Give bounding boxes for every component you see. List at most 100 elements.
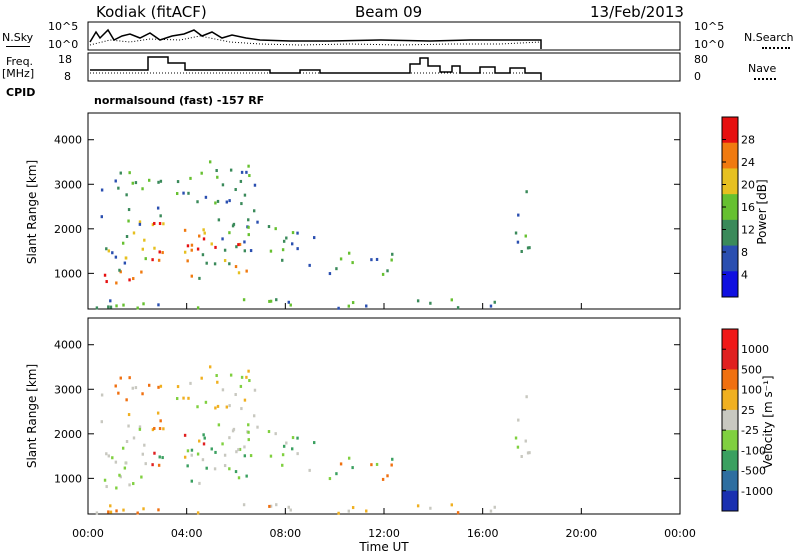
velocity-cell bbox=[248, 379, 251, 383]
velocity-cell bbox=[231, 429, 235, 433]
velocity-cell bbox=[274, 432, 277, 436]
velocity-cell bbox=[239, 384, 243, 388]
velocity-cell bbox=[210, 447, 213, 451]
velocity-cell bbox=[268, 504, 271, 508]
velocity-cell bbox=[196, 511, 200, 515]
power-cell bbox=[275, 298, 278, 302]
power-cell bbox=[289, 303, 292, 307]
velocity-cell bbox=[243, 445, 246, 449]
power-cell bbox=[159, 179, 163, 183]
power-colorbar-label: Power [dB] bbox=[755, 179, 769, 244]
nsky-series bbox=[89, 28, 542, 49]
freq-bot-tick: 8 bbox=[64, 70, 71, 83]
velocity-cell bbox=[237, 448, 240, 452]
x-tick-label: 04:00 bbox=[171, 527, 203, 540]
power-cell bbox=[198, 276, 201, 280]
power-cell bbox=[351, 301, 355, 305]
velocity-cell bbox=[221, 388, 225, 392]
velocity-cell bbox=[214, 406, 217, 410]
velocity-cell bbox=[281, 453, 285, 457]
power-cell bbox=[183, 228, 187, 232]
colorbar-segment bbox=[722, 389, 738, 411]
power-cell bbox=[285, 236, 288, 240]
velocity-cell bbox=[128, 483, 131, 487]
velocity-cell bbox=[189, 381, 192, 385]
velocity-cell bbox=[105, 485, 108, 489]
power-cell bbox=[234, 265, 238, 269]
power-cell bbox=[140, 270, 143, 274]
power-cell bbox=[391, 252, 394, 256]
power-cell bbox=[235, 245, 238, 249]
velocity-cell bbox=[182, 396, 185, 400]
velocity-cell bbox=[216, 404, 220, 408]
power-cell bbox=[127, 208, 131, 212]
power-cell bbox=[296, 247, 299, 251]
velocity-cell bbox=[114, 384, 117, 388]
velocity-cell bbox=[205, 466, 208, 470]
power-cell bbox=[158, 250, 161, 254]
colorbar-segment bbox=[722, 194, 738, 221]
velocity-cell bbox=[114, 460, 118, 464]
velocity-cell bbox=[347, 509, 350, 513]
power-cell bbox=[528, 246, 531, 250]
power-cell bbox=[132, 231, 136, 235]
velocity-cell bbox=[516, 445, 520, 449]
velocity-cell bbox=[141, 392, 144, 396]
velocity-cell bbox=[117, 391, 120, 395]
velocity-cell bbox=[256, 425, 259, 429]
velocity-cell bbox=[186, 464, 189, 468]
power-data-cells bbox=[95, 160, 531, 310]
power-panel bbox=[87, 112, 681, 310]
power-cell bbox=[234, 188, 237, 192]
velocity-cell bbox=[119, 475, 122, 479]
velocity-cell bbox=[229, 373, 233, 377]
power-cell bbox=[107, 305, 110, 309]
nave-bot-tick: 0 bbox=[694, 70, 701, 83]
velocity-cell bbox=[287, 505, 290, 509]
velocity-cell bbox=[147, 383, 151, 387]
velocity-ylabel: Slant Range [km] bbox=[25, 364, 39, 468]
power-cell bbox=[450, 298, 453, 302]
power-cell bbox=[386, 269, 389, 273]
colorbar-segment bbox=[722, 271, 738, 298]
x-tick-label: 00:00 bbox=[72, 527, 104, 540]
velocity-cell bbox=[285, 441, 288, 445]
power-cell bbox=[190, 243, 194, 247]
power-cell bbox=[247, 164, 250, 168]
velocity-cell bbox=[296, 452, 299, 456]
power-cell bbox=[228, 262, 231, 266]
power-cell bbox=[247, 233, 250, 237]
power-cell bbox=[240, 202, 243, 206]
velocity-cell bbox=[386, 474, 389, 478]
power-cell bbox=[248, 174, 251, 178]
velocity-cell bbox=[247, 438, 250, 442]
velocity-cell bbox=[240, 375, 244, 379]
power-cell bbox=[142, 302, 145, 306]
nsky-bot-tick: 10^0 bbox=[48, 38, 79, 51]
velocity-cell bbox=[128, 376, 131, 380]
velocity-cell bbox=[225, 405, 229, 409]
power-cell bbox=[240, 170, 244, 174]
power-cell bbox=[232, 222, 236, 226]
velocity-cell bbox=[217, 423, 221, 427]
power-cell bbox=[237, 243, 240, 247]
power-cell bbox=[111, 251, 114, 255]
velocity-cell bbox=[204, 400, 208, 404]
power-cell bbox=[214, 245, 217, 249]
y-tick-label: 4000 bbox=[54, 339, 82, 352]
velocity-cell bbox=[107, 454, 111, 458]
y-tick-label: 2000 bbox=[54, 223, 82, 236]
power-cell bbox=[269, 249, 273, 253]
colorbar-tick-label: -500 bbox=[741, 465, 766, 478]
power-cell bbox=[157, 180, 160, 184]
colorbar-tick-label: 16 bbox=[741, 201, 755, 214]
power-colorbar: 28 24 20 16 12 8 4 bbox=[721, 116, 755, 298]
velocity-cell bbox=[370, 463, 373, 467]
velocity-cell bbox=[221, 442, 224, 446]
velocity-cell bbox=[245, 474, 248, 478]
power-cell bbox=[156, 206, 160, 210]
power-cell bbox=[514, 231, 518, 235]
velocity-cell bbox=[269, 504, 273, 508]
velocity-cell bbox=[103, 478, 107, 482]
power-cell bbox=[121, 241, 125, 245]
